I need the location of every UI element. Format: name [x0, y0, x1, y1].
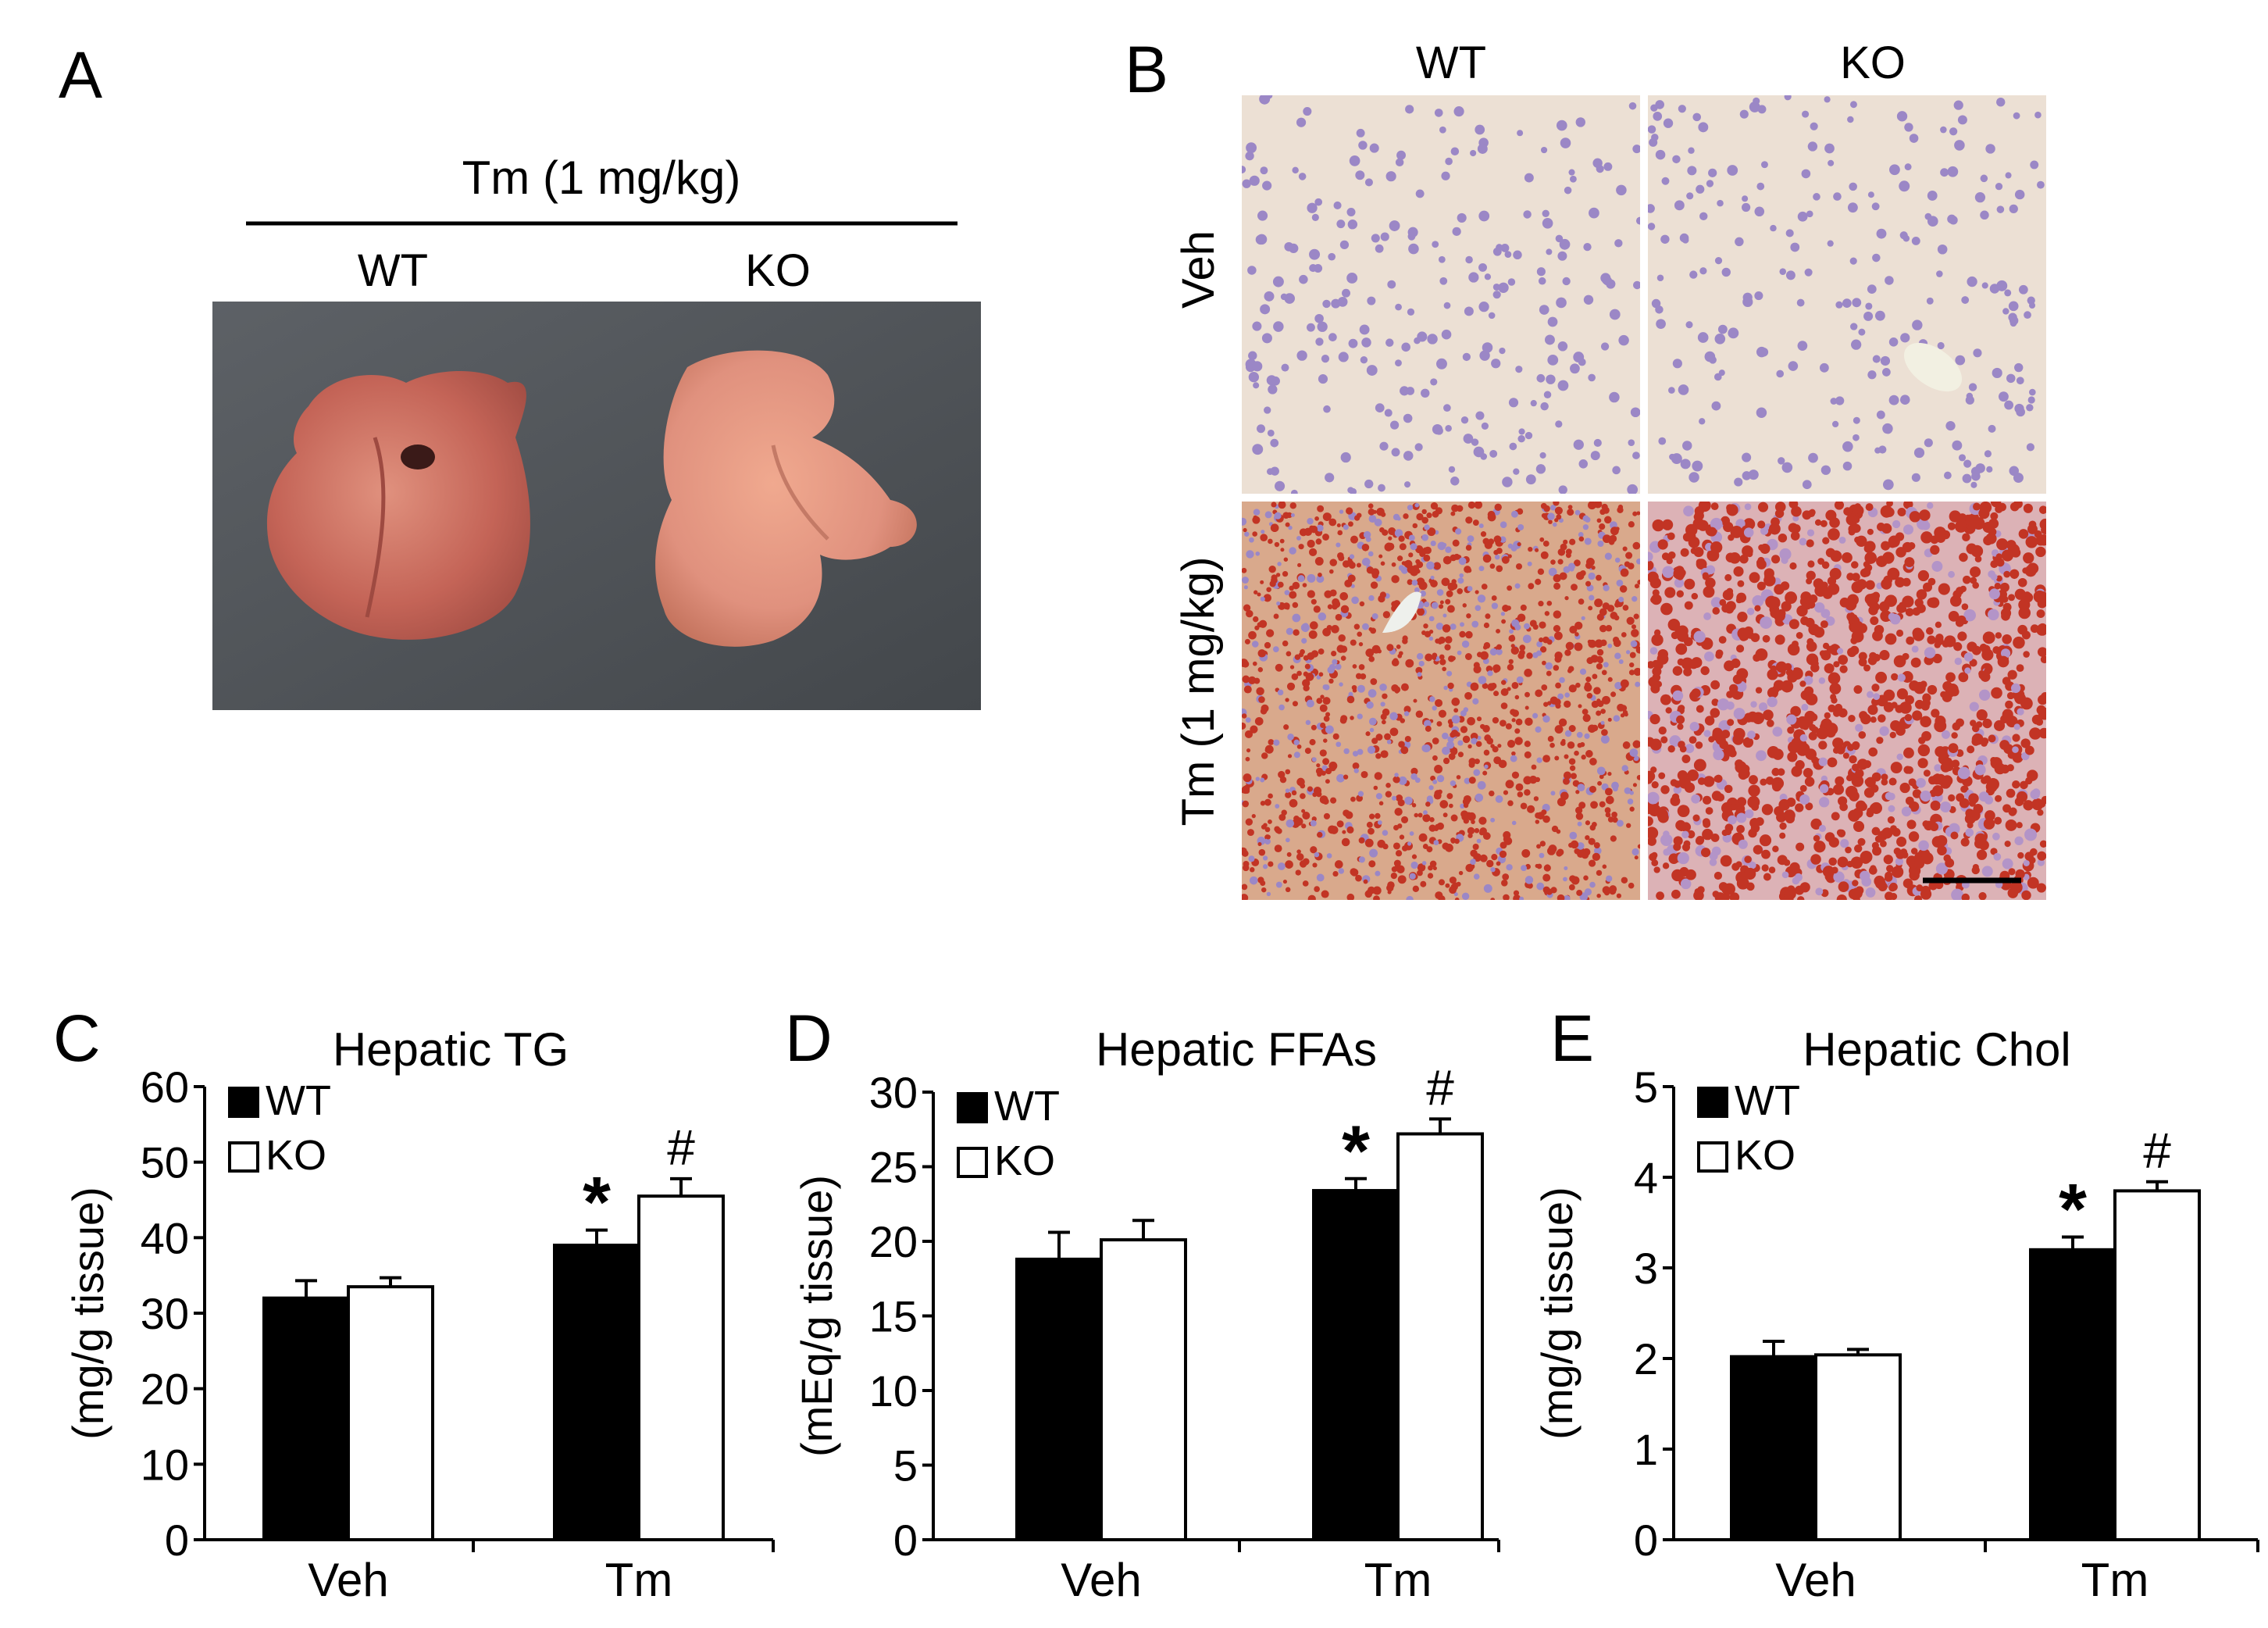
- bar-wt-tm: [553, 1244, 640, 1541]
- y-tick-label: 15: [869, 1292, 918, 1341]
- panel-b-letter: B: [1125, 33, 1168, 106]
- chart-e: E Hepatic Chol (mg/g tissue) 0 1 2 3 4 5 Veh * # Tm W…: [1532, 1001, 2259, 1606]
- wt-liver-lobe-line: [365, 437, 386, 618]
- chart-title: Hepatic FFAs: [1096, 1023, 1377, 1076]
- bar-ko-tm: [1396, 1132, 1484, 1541]
- legend-label-ko: KO: [266, 1132, 326, 1179]
- bar-wt-veh: [1730, 1355, 1817, 1542]
- y-tick-label: 25: [869, 1143, 918, 1192]
- legend-label-wt: WT: [994, 1083, 1060, 1130]
- bar-wt-veh: [1015, 1257, 1103, 1542]
- bar-wt-tm: [2029, 1248, 2116, 1542]
- chart-c: C Hepatic TG (mg/g tissue) 0 10 20 30 40 50 60 Veh…: [53, 1001, 775, 1606]
- y-tick-label: 10: [141, 1440, 189, 1489]
- panel-a-treatment-label: Tm (1 mg/kg): [462, 152, 741, 204]
- chart-letter: E: [1550, 1001, 1594, 1075]
- legend-swatch-ko: [1697, 1141, 1728, 1173]
- y-tick-label: 40: [141, 1213, 189, 1262]
- micrograph-ko-tm: [1648, 502, 2046, 900]
- significance-marker: #: [2143, 1123, 2171, 1179]
- y-tick-label: 4: [1634, 1153, 1658, 1202]
- y-tick-label: 5: [1634, 1062, 1658, 1112]
- micrograph-wt-veh: [1242, 95, 1640, 494]
- x-category-label: Veh: [1061, 1554, 1141, 1606]
- y-tick-label: 50: [141, 1138, 189, 1187]
- significance-marker: #: [667, 1119, 695, 1176]
- bar-ko-tm: [2113, 1189, 2201, 1542]
- y-tick-label: 60: [141, 1062, 189, 1112]
- chart-letter: D: [785, 1001, 833, 1075]
- x-category-label: Tm: [605, 1554, 673, 1606]
- y-tick-label: 2: [1634, 1334, 1658, 1383]
- liver-photo: [212, 302, 981, 710]
- y-tick-label: 20: [869, 1217, 918, 1266]
- panel-a-group-wt: WT: [358, 245, 428, 296]
- significance-marker: *: [1342, 1112, 1370, 1191]
- legend-swatch-wt: [228, 1087, 259, 1118]
- y-tick-label: 20: [141, 1365, 189, 1414]
- chart-letter: C: [53, 1001, 101, 1075]
- chart-d: D Hepatic FFAs (mEq/g tissue) 0 5 10 15 20 25 30 V…: [785, 1001, 1500, 1606]
- ko-liver-lobe-line: [771, 444, 829, 541]
- panel-b-row-veh: Veh: [1173, 230, 1224, 309]
- significance-marker: *: [2059, 1170, 2087, 1250]
- legend-swatch-ko: [957, 1147, 988, 1178]
- significance-marker: #: [1426, 1059, 1454, 1116]
- y-axis-label: (mg/g tissue): [1532, 1187, 1582, 1440]
- x-category-label: Veh: [308, 1554, 388, 1606]
- y-tick-label: 30: [141, 1289, 189, 1338]
- panel-b-col-wt: WT: [1416, 37, 1486, 88]
- y-axis-label: (mg/g tissue): [63, 1187, 112, 1440]
- legend-label-wt: WT: [1735, 1077, 1800, 1124]
- legend-label-ko: KO: [994, 1137, 1055, 1184]
- panel-a: A Tm (1 mg/kg) WT KO: [59, 38, 981, 710]
- panel-b-col-ko: KO: [1840, 37, 1906, 88]
- bar-ko-veh: [1814, 1353, 1902, 1541]
- x-category-label: Veh: [1775, 1554, 1856, 1606]
- bar-wt-tm: [1312, 1189, 1400, 1542]
- y-axis-label: (mEq/g tissue): [792, 1175, 841, 1457]
- bar-ko-veh: [347, 1285, 434, 1541]
- wt-liver: [266, 371, 530, 640]
- y-tick-label: 0: [1634, 1516, 1658, 1565]
- bar-ko-veh: [1100, 1238, 1187, 1541]
- legend-swatch-wt: [1697, 1087, 1728, 1118]
- micrograph-ko-veh: [1648, 95, 2046, 494]
- bar-wt-veh: [262, 1296, 350, 1541]
- panel-a-letter: A: [59, 38, 102, 112]
- y-tick-label: 1: [1634, 1425, 1658, 1474]
- significance-marker: *: [583, 1163, 611, 1243]
- panel-b-row-tm: Tm (1 mg/kg): [1173, 557, 1224, 826]
- legend-label-ko: KO: [1735, 1132, 1796, 1179]
- y-tick-label: 5: [893, 1441, 918, 1491]
- y-tick-label: 10: [869, 1366, 918, 1416]
- chart-title: Hepatic Chol: [1803, 1023, 2071, 1076]
- y-tick-label: 30: [869, 1068, 918, 1117]
- y-tick-label: 3: [1634, 1244, 1658, 1293]
- bar-ko-tm: [637, 1194, 725, 1541]
- y-tick-label: 0: [893, 1516, 918, 1565]
- x-category-label: Tm: [2081, 1554, 2149, 1606]
- chart-title: Hepatic TG: [333, 1023, 569, 1076]
- panel-b: B WT KO Veh Tm (1 mg/kg): [1125, 33, 2046, 900]
- y-tick-label: 0: [165, 1516, 189, 1565]
- legend-swatch-ko: [228, 1141, 259, 1173]
- micrograph-wt-tm: [1242, 502, 1640, 900]
- bar-charts: C Hepatic TG(mg/g tissue)0102030405060Veh…: [53, 1001, 2259, 1606]
- panel-a-group-ko: KO: [745, 245, 811, 296]
- legend-label-wt: WT: [266, 1077, 331, 1124]
- legend-swatch-wt: [957, 1092, 988, 1123]
- x-category-label: Tm: [1364, 1554, 1432, 1606]
- wt-liver-hilum: [401, 444, 435, 469]
- ko-liver: [655, 350, 917, 647]
